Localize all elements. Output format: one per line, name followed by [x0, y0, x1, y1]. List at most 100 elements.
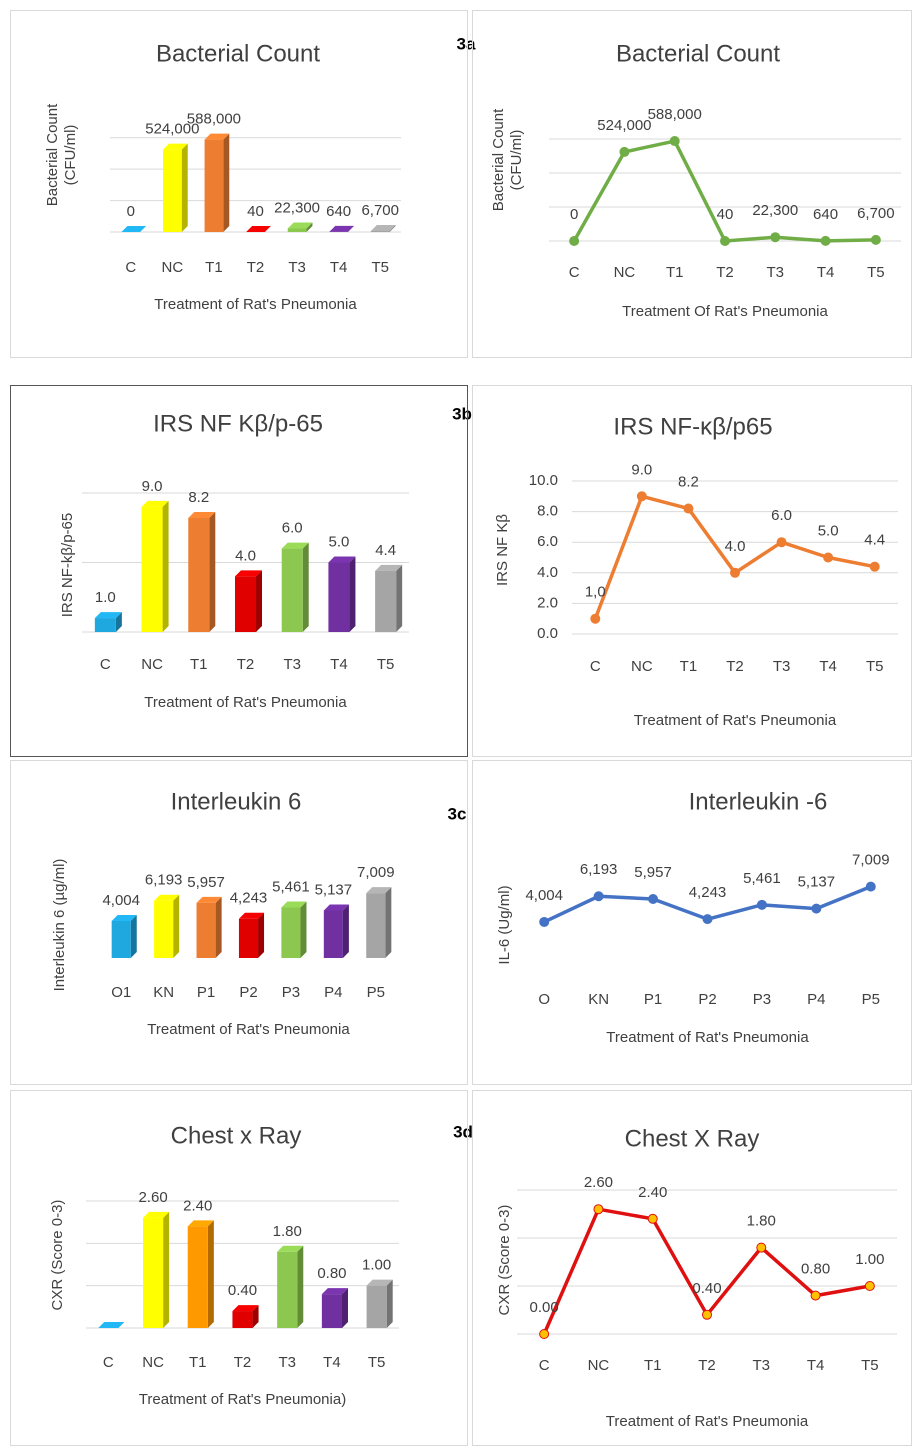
x-tick-label: T5 [866, 658, 884, 675]
bar-top [281, 542, 309, 549]
data-label: 4,243 [230, 890, 268, 907]
marker [820, 235, 831, 246]
bar-side [306, 222, 313, 232]
x-tick-label: T4 [817, 264, 835, 281]
y-tick-label: 4.0 [537, 564, 558, 581]
x-tick-label: C [125, 259, 136, 276]
x-tick-label: P3 [753, 991, 771, 1008]
bar-top [238, 912, 265, 919]
marker [683, 503, 694, 514]
x-axis-label: Treatment Of Rat's Pneumonia [622, 303, 828, 320]
bar [204, 139, 224, 232]
data-label: 8.2 [678, 474, 699, 491]
x-tick-label: P4 [807, 991, 825, 1008]
data-label: 5,461 [743, 870, 781, 887]
x-tick-label: T1 [680, 658, 698, 675]
marker [648, 894, 659, 905]
x-tick-label: T4 [819, 658, 837, 675]
y-axis-label: IL-6 (Ug/ml) [496, 885, 513, 964]
data-label: 0.00 [530, 1299, 559, 1316]
data-label: 2.40 [183, 1197, 212, 1214]
bar [141, 506, 163, 632]
data-label: 8.2 [188, 489, 209, 506]
bar-side [130, 914, 137, 958]
marker [870, 234, 881, 245]
data-label: 5.0 [818, 522, 839, 539]
panel-label: 3a [457, 34, 476, 53]
x-tick-label: C [539, 1357, 550, 1374]
x-tick-label: KN [153, 984, 174, 1001]
x-tick-label: T3 [767, 264, 785, 281]
data-label: 4,004 [525, 887, 563, 904]
bar-side [341, 1288, 348, 1328]
bar-side [297, 1245, 304, 1328]
data-label: 524,000 [145, 121, 199, 138]
bar [154, 900, 174, 958]
x-tick-label: P3 [282, 984, 300, 1001]
marker [756, 899, 767, 910]
data-label: 1.0 [95, 589, 116, 606]
bar-top [141, 500, 169, 507]
panel-border [10, 385, 468, 757]
x-tick-label: T3 [753, 1357, 771, 1374]
x-tick-label: C [590, 658, 601, 675]
x-axis-label: Treatment of Rat's Pneumonia [606, 1029, 809, 1046]
bar-top [121, 226, 147, 232]
x-tick-label: P4 [324, 984, 342, 1001]
x-tick-label: O [538, 991, 550, 1008]
panel-border [10, 760, 468, 1085]
bar-side [342, 904, 349, 958]
chart-title: IRS NF Kβ/p-65 [153, 410, 323, 437]
bar-top [366, 1279, 393, 1286]
bar-top [204, 133, 230, 140]
chart-title: Chest x Ray [171, 1122, 302, 1149]
bar [94, 618, 116, 632]
x-axis-label: Treatment of Rat's Pneumonia [144, 694, 347, 711]
data-label: 1.00 [855, 1251, 884, 1268]
panel-label: 3d [453, 1122, 473, 1141]
marker [593, 891, 604, 902]
x-tick-label: T3 [278, 1354, 296, 1371]
data-label: 0 [570, 206, 578, 223]
bar-top [232, 1305, 259, 1312]
x-tick-label: T5 [867, 264, 885, 281]
data-label: 6.0 [771, 507, 792, 524]
bar-top [277, 1245, 304, 1252]
bar [328, 562, 350, 632]
data-label: 6.0 [282, 520, 303, 537]
data-label: 4.0 [235, 547, 256, 564]
x-axis-label: Treatment of Rat's Pneumonia [606, 1413, 809, 1430]
bar-side [347, 225, 354, 232]
data-label: 7,009 [357, 864, 395, 881]
x-tick-label: NC [162, 259, 184, 276]
data-label: 1.00 [362, 1257, 391, 1274]
y-axis-label: (CFU/ml) [62, 125, 79, 186]
bar-side [389, 224, 396, 232]
x-tick-label: T1 [189, 1354, 207, 1371]
x-tick-label: T4 [330, 656, 348, 673]
bar [238, 918, 259, 958]
bar-side [396, 564, 403, 632]
bar-top [246, 225, 271, 232]
x-tick-label: P1 [197, 984, 215, 1001]
x-tick-label: T1 [190, 656, 208, 673]
bar [277, 1251, 298, 1328]
panel-border [10, 10, 468, 358]
data-label: 22,300 [274, 199, 320, 216]
bar-top [187, 1220, 214, 1227]
bar-top [188, 512, 216, 519]
y-axis-label: IRS NF-kβ/p-65 [59, 513, 76, 617]
marker [590, 613, 601, 624]
bar-top [375, 564, 403, 571]
marker [569, 236, 580, 246]
y-tick-label: 0.0 [537, 625, 558, 642]
bar-side [386, 1279, 393, 1328]
marker [770, 232, 781, 243]
data-label: 6,700 [361, 202, 399, 219]
data-label: 1.80 [273, 1223, 302, 1240]
data-label: 640 [326, 203, 351, 220]
bar-top [94, 612, 122, 619]
y-axis-label: (CFU/ml) [508, 130, 525, 191]
data-label: 0.80 [317, 1265, 346, 1282]
marker [823, 552, 834, 563]
